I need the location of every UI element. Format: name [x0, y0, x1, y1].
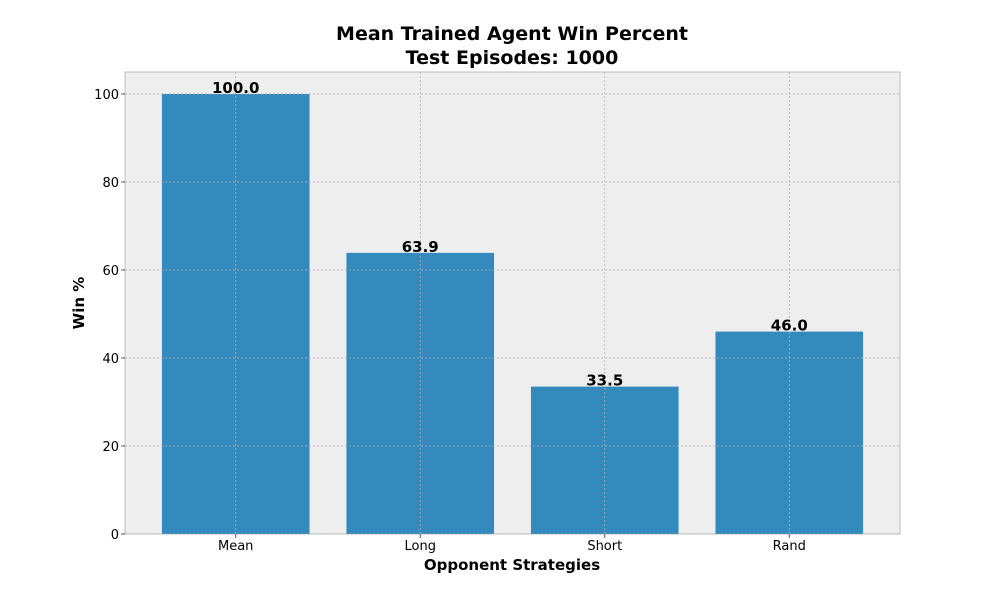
y-tick-label: 0 [111, 528, 119, 543]
y-tick-label: 100 [94, 88, 119, 103]
y-tick-label: 20 [102, 440, 119, 455]
x-tick-label: Short [587, 539, 622, 554]
y-tick-label: 40 [102, 352, 119, 367]
y-tick-label: 60 [102, 264, 119, 279]
x-axis-label: Opponent Strategies [424, 556, 600, 574]
bar-value-label: 100.0 [212, 79, 259, 97]
y-axis-label: Win % [70, 277, 88, 330]
y-axis-ticks: 0 20 40 60 80 100 [94, 88, 125, 543]
x-tick-label: Long [405, 539, 436, 554]
bar-value-label: 46.0 [771, 317, 808, 335]
bar-value-label: 33.5 [586, 372, 623, 390]
bar-value-label: 63.9 [402, 238, 439, 256]
y-tick-label: 80 [102, 176, 119, 191]
bar-value-labels: 100.0 63.9 33.5 46.0 [212, 79, 808, 390]
grid-lines [125, 72, 900, 535]
chart-title: Mean Trained Agent Win Percent [336, 23, 688, 45]
x-axis-ticks: Mean Long Short Rand [218, 534, 806, 554]
x-tick-label: Mean [218, 539, 253, 554]
x-tick-label: Rand [773, 539, 806, 554]
chart-subtitle: Test Episodes: 1000 [406, 47, 619, 69]
